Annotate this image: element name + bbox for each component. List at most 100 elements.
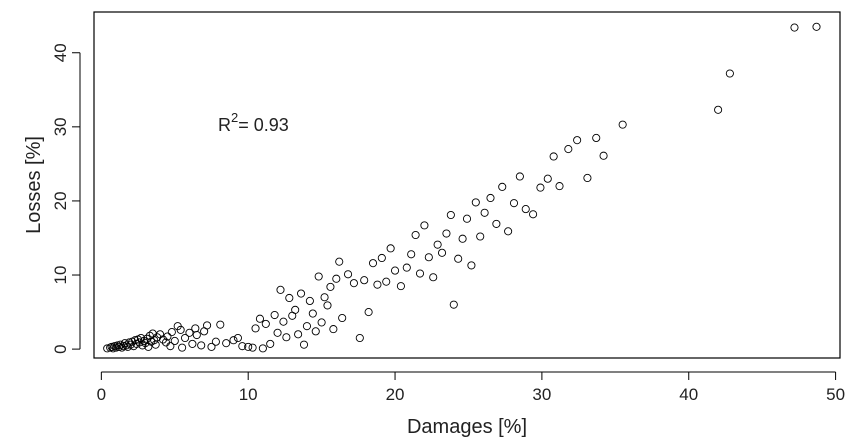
data-point [192, 330, 201, 340]
data-point [314, 272, 323, 281]
data-point [233, 333, 242, 343]
data-point [282, 333, 291, 342]
data-point [323, 301, 332, 310]
data-point [178, 343, 187, 352]
data-point [106, 343, 115, 352]
data-points [103, 22, 821, 353]
data-point [279, 317, 288, 326]
data-point [536, 183, 545, 192]
x-tick-label: 40 [679, 385, 698, 404]
data-point [163, 332, 172, 341]
data-point [138, 341, 147, 350]
data-point [244, 342, 253, 351]
data-point [255, 314, 264, 323]
data-point [176, 325, 185, 334]
data-point [442, 229, 451, 238]
data-point [273, 328, 282, 337]
data-point [170, 336, 179, 346]
data-point [480, 208, 489, 217]
r-squared-annotation: R2= 0.93 [218, 110, 289, 135]
data-point [332, 274, 341, 283]
y-axis: 0 10 20 30 40 [51, 43, 81, 354]
data-point [216, 320, 225, 329]
data-point [386, 244, 395, 253]
data-point [294, 330, 303, 339]
data-point [136, 333, 146, 343]
data-point [299, 340, 309, 349]
data-point [498, 182, 507, 191]
data-point [509, 199, 519, 208]
data-point [153, 333, 162, 342]
data-point [812, 22, 821, 31]
data-point [564, 145, 573, 154]
y-axis-title: Losses [%] [23, 136, 45, 234]
data-point [462, 214, 472, 223]
x-axis-title: Damages [%] [407, 416, 527, 438]
data-point [291, 305, 300, 314]
y-tick-label: 30 [51, 117, 70, 136]
data-point [302, 322, 311, 331]
data-point [377, 253, 386, 263]
data-point [515, 172, 524, 181]
data-point [355, 333, 364, 343]
data-point [258, 344, 267, 353]
data-point [714, 105, 723, 114]
y-tick-label: 10 [51, 266, 70, 285]
data-point [222, 339, 231, 348]
data-point [521, 205, 530, 214]
data-point [185, 328, 194, 337]
data-point [123, 342, 132, 351]
r-squared-base: R [218, 115, 231, 135]
data-point [117, 343, 126, 352]
data-point [618, 120, 627, 129]
data-point [311, 327, 320, 336]
data-point [166, 342, 175, 351]
data-point [458, 234, 467, 243]
data-point [592, 133, 601, 143]
data-point [276, 285, 285, 294]
data-point [725, 69, 734, 78]
data-point [583, 173, 592, 183]
data-point [344, 270, 353, 279]
data-point [113, 341, 122, 350]
data-point [411, 230, 420, 240]
data-point [471, 198, 480, 207]
x-tick-label: 0 [97, 385, 106, 404]
data-point [446, 210, 455, 220]
data-point [229, 336, 238, 345]
data-point [207, 342, 216, 351]
data-point [382, 277, 391, 286]
data-point [329, 325, 338, 334]
data-point [429, 273, 438, 282]
data-point [191, 324, 200, 333]
data-point [360, 276, 369, 285]
data-point [396, 282, 405, 291]
data-point [211, 337, 220, 346]
data-point [555, 182, 564, 191]
data-point [454, 254, 463, 263]
y-tick-label: 20 [51, 191, 70, 210]
data-point [486, 193, 495, 203]
x-tick-label: 10 [239, 385, 258, 404]
data-point [573, 136, 582, 145]
data-point [131, 336, 140, 345]
data-point [238, 342, 247, 351]
data-point [368, 259, 378, 268]
y-tick-label: 0 [51, 344, 70, 353]
data-point [349, 279, 358, 288]
data-point [326, 282, 335, 291]
r-squared-exponent: 2 [231, 110, 238, 125]
data-point [151, 340, 160, 349]
x-tick-label: 20 [386, 385, 405, 404]
data-point [317, 318, 326, 327]
data-point [158, 335, 168, 344]
x-tick-label: 30 [532, 385, 551, 404]
data-point [543, 174, 552, 183]
data-point [402, 263, 411, 272]
data-point [373, 280, 382, 289]
x-axis: 0 10 20 30 40 50 [97, 371, 845, 404]
data-point [529, 210, 538, 219]
data-point [335, 257, 344, 266]
data-point [203, 321, 212, 330]
